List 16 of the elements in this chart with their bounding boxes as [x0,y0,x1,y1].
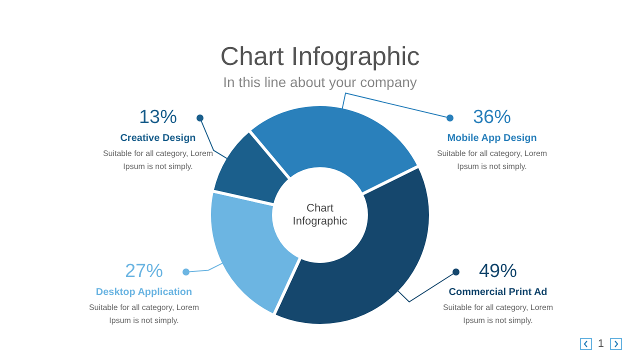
text: 1 [598,338,604,350]
chart-subtitle: In this line about your company [223,74,417,90]
legend-label: Mobile App Design [447,132,537,144]
text: Suitable for all category, Lorem Ipsum is not simply. [436,149,548,172]
text: Chart Infographic [292,202,348,228]
text: Suitable for all category, Lorem Ipsum is not simply. [88,303,200,326]
legend-label: Commercial Print Ad [448,286,548,298]
data-label: 49% [478,261,518,282]
chart-title: Chart Infographic [220,41,420,72]
text: Suitable for all category, Lorem Ipsum is not simply. [102,149,214,172]
legend-label: Desktop Application [96,286,192,298]
legend-label: Creative Design [120,132,196,144]
data-label: 27% [124,261,164,282]
text: Suitable for all category, Lorem Ipsum is not simply. [442,303,554,326]
data-label: 36% [472,107,512,128]
data-label: 13% [138,107,178,128]
